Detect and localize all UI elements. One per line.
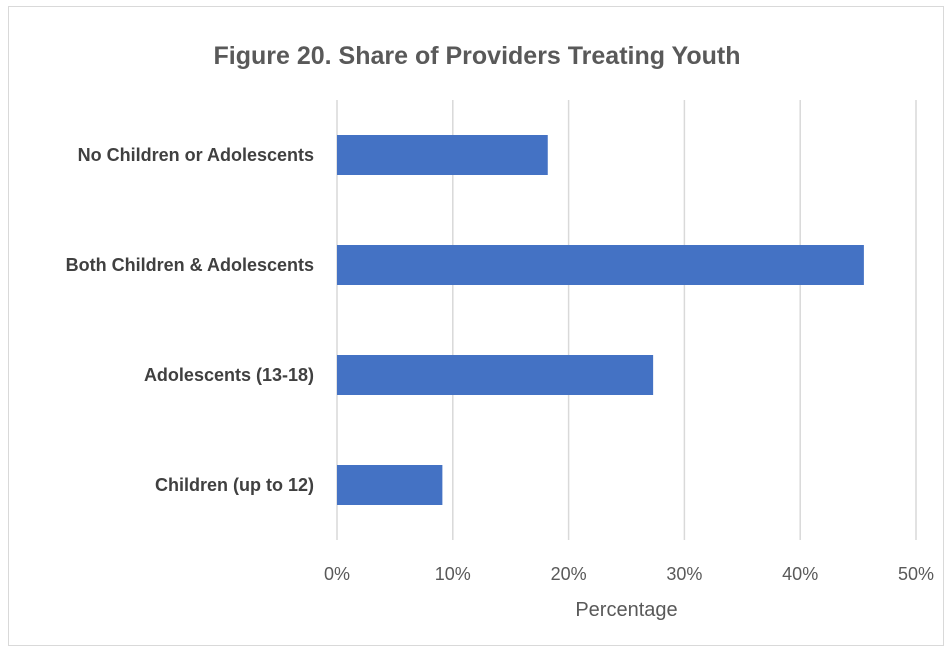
x-tick-label: 40% xyxy=(782,564,818,584)
category-label: No Children or Adolescents xyxy=(78,145,314,165)
category-label: Adolescents (13-18) xyxy=(144,365,314,385)
chart-frame: Figure 20. Share of Providers Treating Y… xyxy=(8,6,944,646)
bar xyxy=(337,135,548,175)
bar xyxy=(337,355,654,395)
x-tick-label: 50% xyxy=(898,564,934,584)
x-axis-ticks: 0% 10% 20% 30% 40% 50% xyxy=(324,564,934,584)
x-axis-label: Percentage xyxy=(575,599,677,621)
x-tick-label: 10% xyxy=(435,564,471,584)
bar xyxy=(337,245,864,285)
category-labels: No Children or Adolescents Both Children … xyxy=(66,145,314,495)
x-tick-label: 30% xyxy=(666,564,702,584)
bars xyxy=(337,135,864,505)
chart-title: Figure 20. Share of Providers Treating Y… xyxy=(213,42,741,70)
bar xyxy=(337,465,443,505)
x-tick-label: 20% xyxy=(551,564,587,584)
category-label: Both Children & Adolescents xyxy=(66,255,314,275)
x-tick-label: 0% xyxy=(324,564,350,584)
category-label: Children (up to 12) xyxy=(155,475,314,495)
